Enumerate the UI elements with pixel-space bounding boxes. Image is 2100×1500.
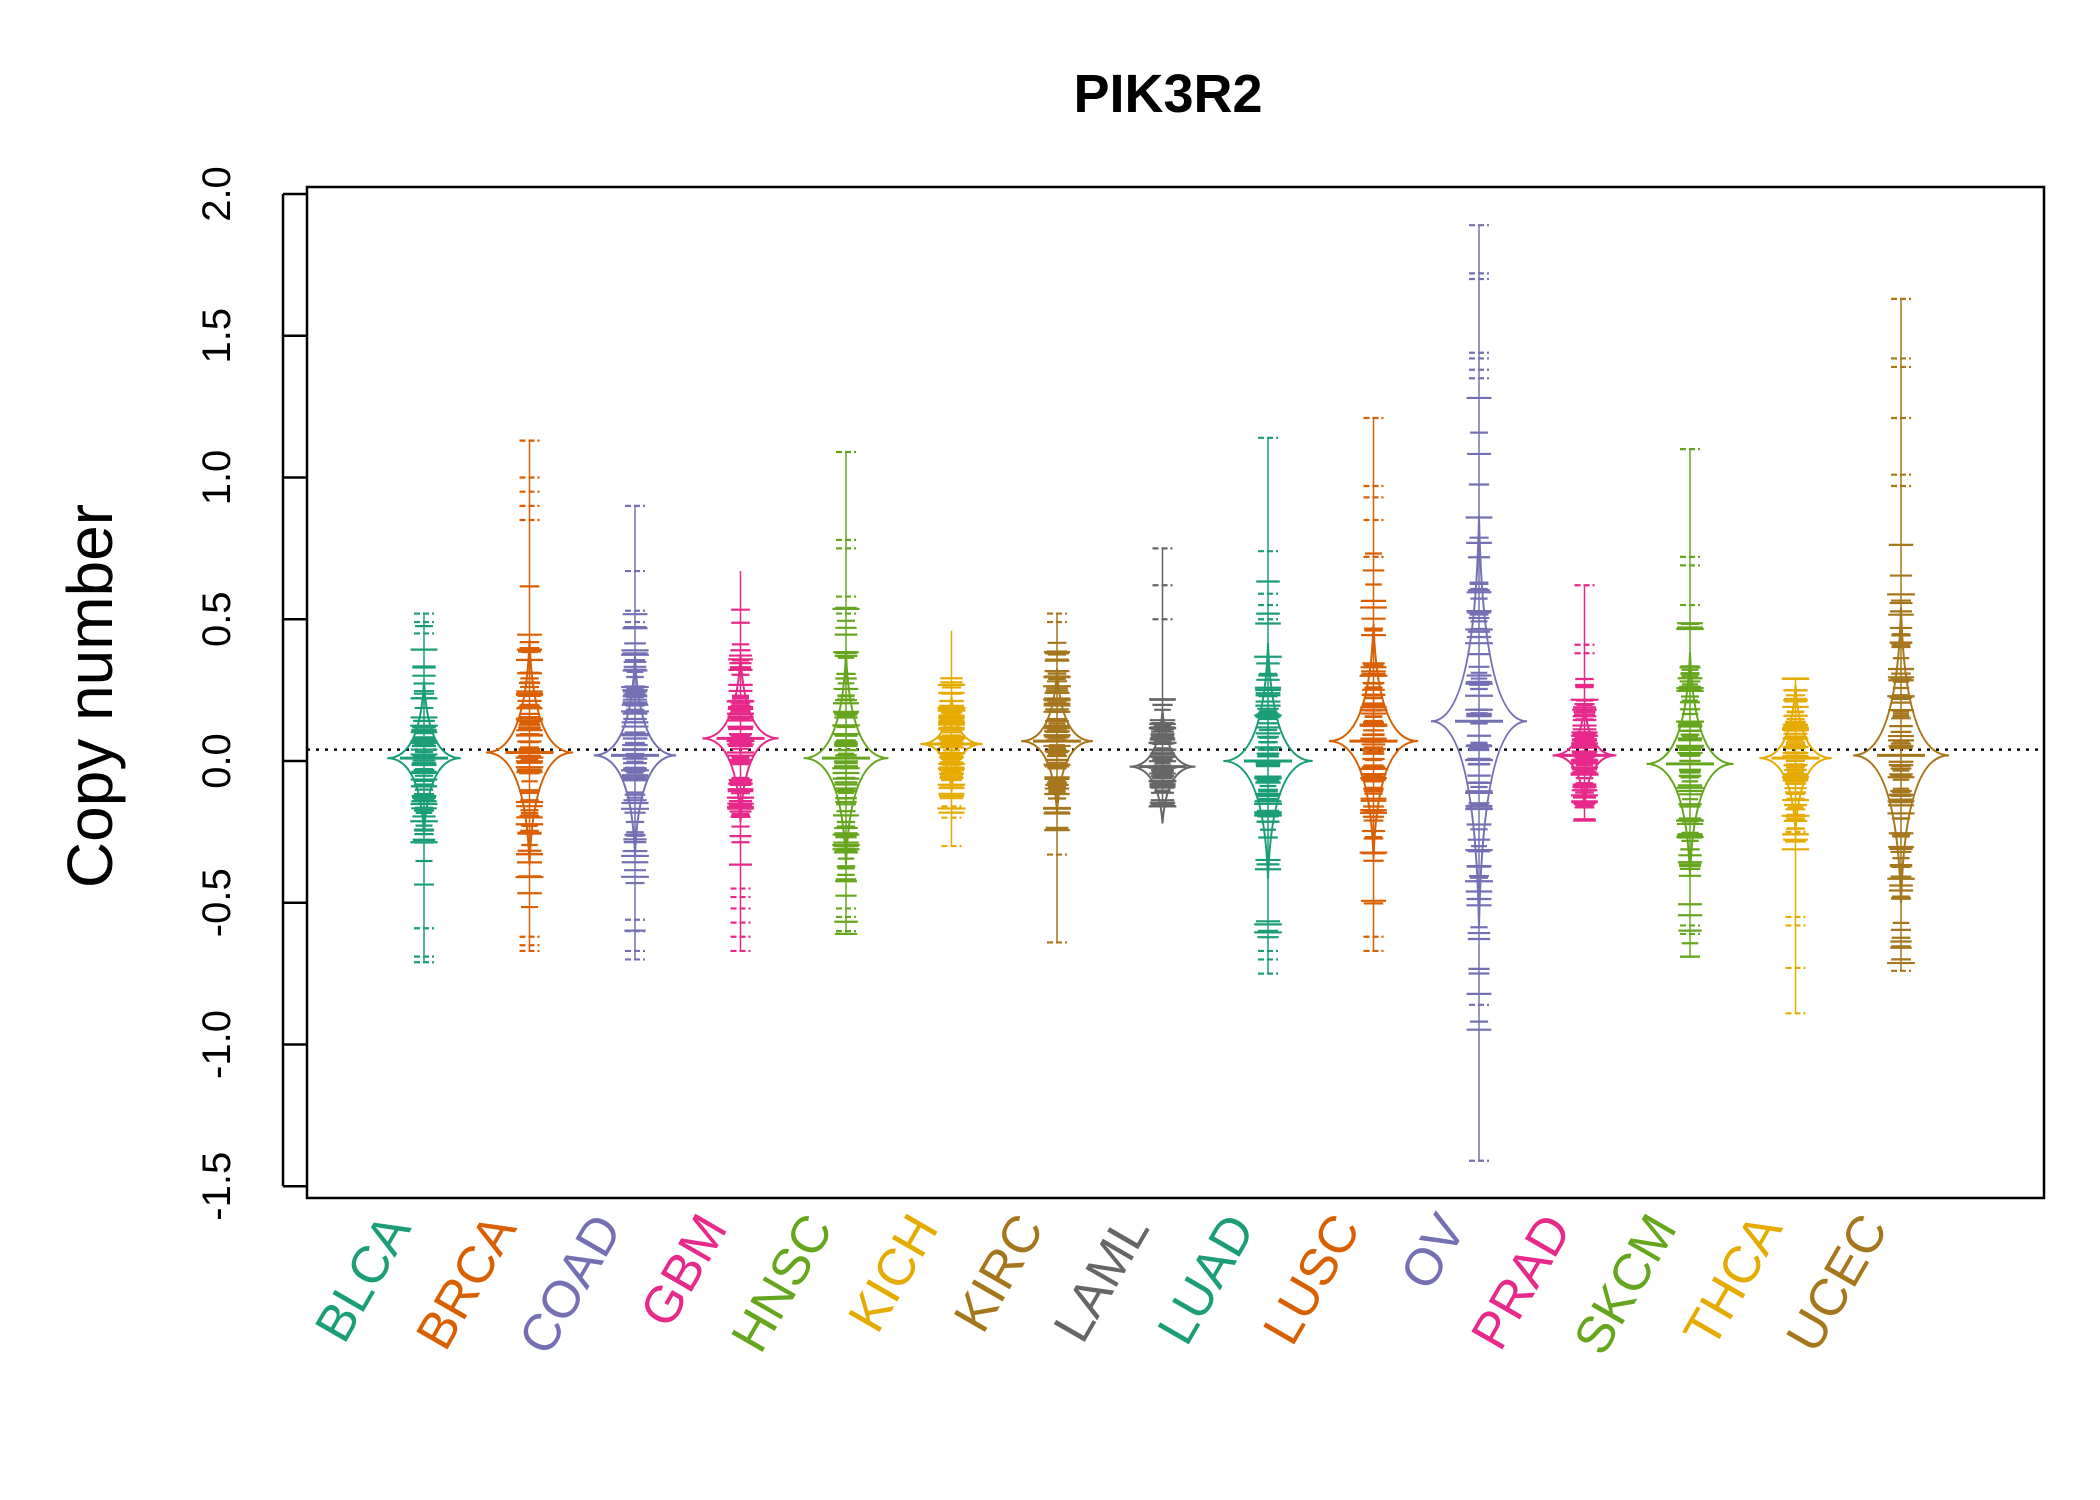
y-tick-label: 1.5	[195, 308, 239, 364]
bean-density	[1223, 643, 1313, 879]
bean-laml	[1129, 547, 1196, 824]
bean-luad	[1223, 436, 1313, 975]
y-tick-label: -1.0	[195, 1010, 239, 1079]
y-tick-label: 1.0	[195, 450, 239, 506]
bean-thca	[1759, 677, 1832, 1015]
y-tick-label: 2.0	[195, 166, 239, 222]
bean-density	[920, 696, 983, 792]
bean-hnsc	[803, 450, 889, 936]
chart-title: PIK3R2	[1073, 64, 1262, 124]
y-tick-label: 0.0	[195, 733, 239, 789]
bean-skcm	[1646, 448, 1734, 958]
bean-blca	[387, 612, 461, 964]
y-tick-label: -0.5	[195, 868, 239, 937]
bean-density	[485, 640, 574, 865]
bean-density	[1328, 623, 1419, 859]
y-axis: -1.5 -1.0 -0.5 0.0 0.5 1.0 1.5 2.0	[195, 166, 307, 1221]
plot-frame	[305, 185, 2046, 1200]
bean-kich	[920, 630, 983, 848]
bean-brca	[485, 439, 574, 953]
bean-lusc	[1328, 416, 1419, 953]
bean-gbm	[702, 571, 779, 953]
y-axis-label: Copy number	[54, 504, 126, 888]
bean-kirc	[1021, 612, 1093, 944]
bean-density	[803, 652, 889, 865]
bean-coad	[593, 504, 677, 961]
beans	[387, 224, 1950, 1162]
bean-ucec	[1852, 297, 1950, 972]
bean-density	[702, 654, 779, 822]
y-tick-label: -1.5	[195, 1152, 239, 1221]
y-tick-label: 0.5	[195, 591, 239, 647]
bean-density	[1852, 607, 1950, 904]
bean-prad	[1552, 584, 1617, 822]
bean-density	[1129, 709, 1196, 824]
bean-ov	[1430, 224, 1528, 1162]
